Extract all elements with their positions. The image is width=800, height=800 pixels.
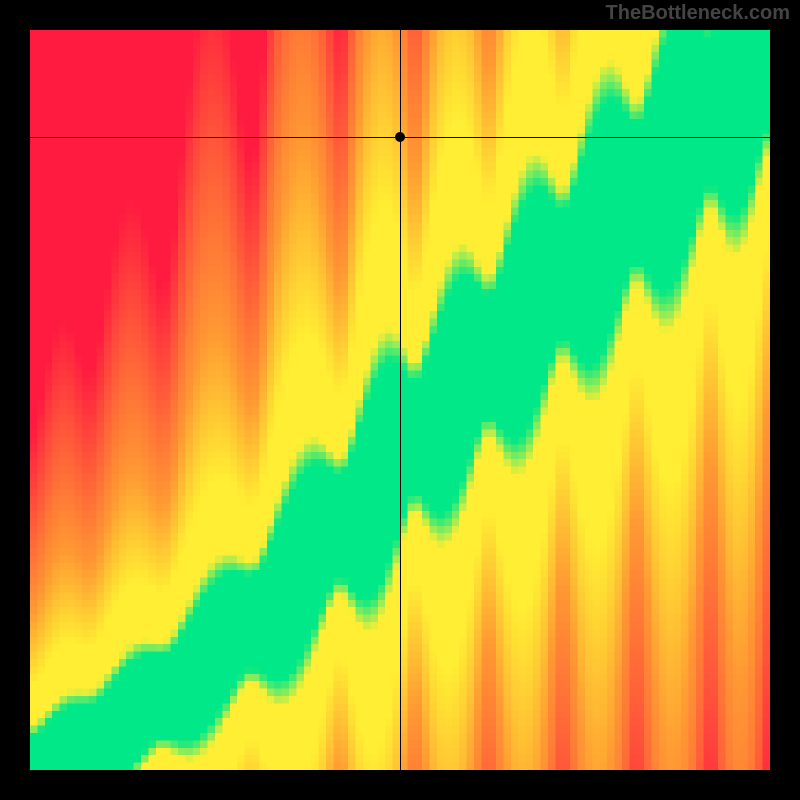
crosshair-marker: [395, 132, 405, 142]
heatmap-plot: [30, 30, 770, 770]
watermark-text: TheBottleneck.com: [606, 2, 790, 25]
